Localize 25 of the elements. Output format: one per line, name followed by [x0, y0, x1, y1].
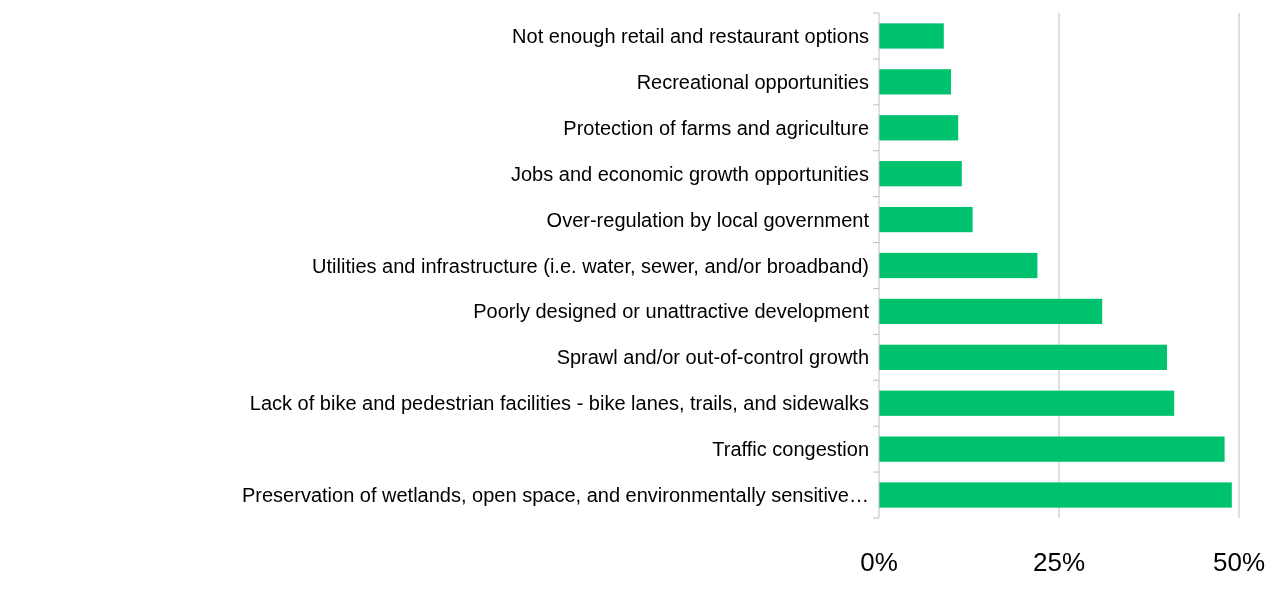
y-tick-label: Poorly designed or unattractive development [473, 300, 870, 323]
y-tick-label: Lack of bike and pedestrian facilities - bike lanes, trails, and sidewalks [249, 392, 869, 415]
bar [879, 115, 959, 141]
x-tick-label: 0% [860, 547, 898, 577]
y-tick-label: Protection of farms and agriculture [563, 116, 869, 139]
x-tick-label: 25% [1032, 547, 1086, 577]
y-tick-label: Traffic congestion [712, 438, 869, 461]
bar [879, 23, 944, 49]
bar [879, 206, 973, 233]
x-tick-label: 50% [1212, 547, 1266, 577]
bar [879, 390, 1175, 416]
bar [879, 344, 1167, 370]
bar [879, 69, 951, 95]
y-tick-label: Utilities and infrastructure (i.e. water, sewer, and/or broadband) [312, 254, 869, 277]
bar [879, 252, 1038, 279]
y-tick-label: Over-regulation by local government [546, 208, 870, 231]
bar [879, 161, 962, 187]
bar [879, 482, 1232, 508]
y-tick-label: Preservation of wetlands, open space, and environmentally sensitive… [241, 484, 869, 507]
bar [879, 298, 1103, 325]
bar [879, 436, 1225, 462]
y-tick-label: Sprawl and/or out-of-control growth [556, 346, 869, 369]
y-tick-label: Recreational opportunities [636, 70, 869, 93]
y-tick-label: Jobs and economic growth opportunities [511, 162, 869, 185]
y-tick-label: Not enough retail and restaurant options [512, 24, 869, 47]
